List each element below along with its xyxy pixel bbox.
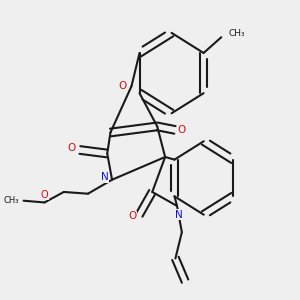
Text: O: O — [178, 125, 186, 135]
Text: O: O — [118, 81, 127, 91]
Text: O: O — [68, 143, 76, 153]
Text: CH₃: CH₃ — [3, 196, 19, 205]
Text: CH₃: CH₃ — [228, 29, 245, 38]
Text: O: O — [41, 190, 48, 200]
Text: O: O — [128, 212, 136, 221]
Text: N: N — [101, 172, 109, 182]
Text: N: N — [175, 210, 182, 220]
